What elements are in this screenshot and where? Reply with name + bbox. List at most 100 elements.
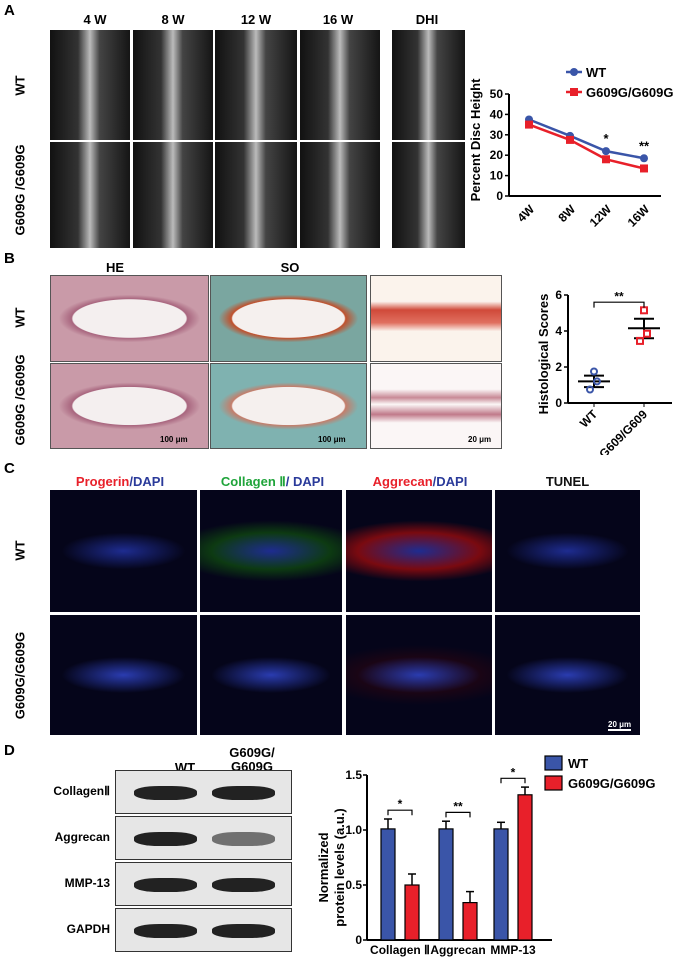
x-tick-label: MMP-13 [490,943,536,957]
blot-band [133,877,197,892]
xray-image [392,30,465,140]
xray-image [300,142,380,248]
blot-label: GAPDH [66,922,110,936]
xray-image [133,30,213,140]
x-tick-label: 16W [625,202,653,230]
xray-image [50,30,130,140]
significance-bracket [593,301,645,308]
x-tick-label: 8W [555,202,578,225]
col-header-he: HE [105,260,125,275]
marker-label: TUNEL [545,474,590,489]
mutant-point [640,306,648,315]
wt-point [586,385,594,394]
panel-a-label: A [4,2,15,19]
blot-band [133,923,197,938]
significance-marker: * [603,131,609,146]
y-tick-label: 20 [490,148,504,162]
fluorescence-image [495,615,640,735]
significance-marker: ** [453,799,463,813]
western-blot [115,770,292,814]
y-axis-label: Histological Scores [536,294,551,415]
fluorescence-image [495,490,640,612]
row-label-wt-b: WT [12,307,28,328]
so-image-mutant [210,363,367,449]
fluorescence-image [200,615,342,735]
marker-label: Aggrecan [372,474,433,489]
fluorescence-image [50,490,197,612]
series-line [528,123,645,170]
y-tick-label: 10 [490,169,504,183]
legend-swatch [544,775,563,791]
blot-band [212,923,276,938]
x-tick-label: Aggrecan [430,943,485,957]
mutant-point [640,164,648,173]
he-image-mutant [50,363,209,449]
fluorescence-image [50,615,197,735]
x-tick-label: G609/G609 [596,407,650,455]
row-label-wt: WT [12,75,28,96]
y-axis-label: Percent Disc Height [468,78,483,201]
blot-band [212,831,276,846]
significance-marker: ** [639,138,650,153]
legend-marker [570,88,578,96]
wt-bar [380,828,396,941]
x-tick-label: 12W [587,202,615,230]
wt-point [602,147,610,156]
col-header-so: SO [280,260,300,275]
scale-bar-he: 100 μm [160,435,188,444]
mutant-point [602,155,610,164]
significance-bracket [387,809,413,816]
marker-label: Collagen Ⅱ [220,474,286,489]
blot-band [133,785,197,800]
y-tick-label: 4 [555,324,562,338]
mutant-point [525,120,533,129]
mutant-point [636,336,644,345]
mutant-bar [404,884,420,941]
scale-bar-zoom: 20 μm [468,435,492,444]
xray-image [50,142,130,248]
western-blot [115,862,292,906]
blot-label: CollagenⅡ [53,784,110,798]
row-label-mutant-b: G609G /G609G [12,354,28,446]
legend-label: G609G/G609G [568,776,655,791]
fluorescence-image [346,490,492,612]
panel-d-label: D [4,742,15,759]
x-tick-label: Collagen Ⅱ [370,943,430,957]
y-tick-label: 1.0 [345,823,362,837]
wt-point [590,367,598,376]
row-label-mutant-c: G609G/G609G [12,631,28,720]
wt-point [593,377,601,386]
y-tick-label: 0.5 [345,878,362,892]
wt-point [640,154,648,163]
fluorescence-image [346,615,492,735]
scale-bar-so: 100 μm [318,435,346,444]
y-tick-label: 0 [496,189,503,203]
y-axis-label: Normalizedprotein levels (a.u.) [316,808,347,926]
y-tick-label: 0 [355,933,362,947]
blot-label: Aggrecan [54,830,110,844]
x-tick-label: WT [577,407,601,431]
mutant-bar [517,794,533,941]
col-header-fluor: Progerin/DAPI [60,474,180,489]
col-header-fluor: Collagen Ⅱ/ DAPI [200,474,345,490]
x-tick-label: 4W [514,202,537,225]
so-image-wt [210,275,367,362]
col-header-12w: 12 W [240,12,272,27]
blot-band [212,877,276,892]
wt-bar [438,828,454,941]
legend-label: WT [568,756,588,771]
legend-label: G609G/G609G [586,85,673,100]
western-blot [115,816,292,860]
col-header-4w: 4 W [83,12,107,27]
blot-label: MMP-13 [64,876,110,890]
blot-band [212,785,276,800]
panel-c-label: C [4,460,15,477]
stain-label: / DAPI [285,474,325,489]
row-label-mutant: G609G /G609G [12,144,28,236]
row-label-wt-c: WT [12,540,28,561]
mutant-bar [462,902,478,941]
col-header-8w: 8 W [161,12,185,27]
significance-marker: * [511,765,516,779]
